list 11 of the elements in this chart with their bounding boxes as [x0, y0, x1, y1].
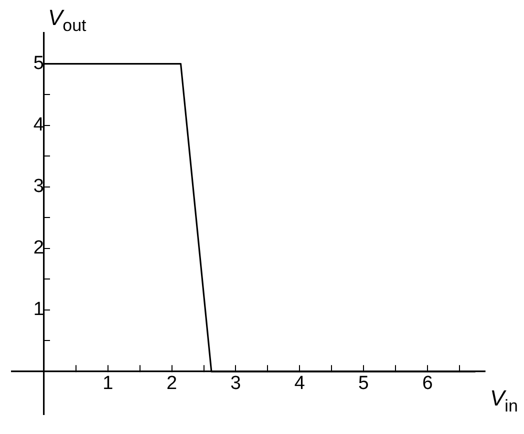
y-tick-label: 4	[33, 114, 44, 136]
y-tick-label: 5	[33, 53, 44, 74]
x-tick-label: 1	[102, 373, 114, 394]
y-tick-label: 3	[33, 176, 44, 198]
x-tick-label: 4	[294, 373, 306, 394]
y-tick-label: 1	[33, 299, 44, 320]
x-tick-label: 5	[358, 373, 369, 394]
x-tick-label: 3	[230, 373, 242, 394]
x-tick-label: 2	[166, 373, 178, 394]
x-tick-label: 6	[422, 373, 433, 394]
y-tick-label: 2	[33, 238, 44, 259]
